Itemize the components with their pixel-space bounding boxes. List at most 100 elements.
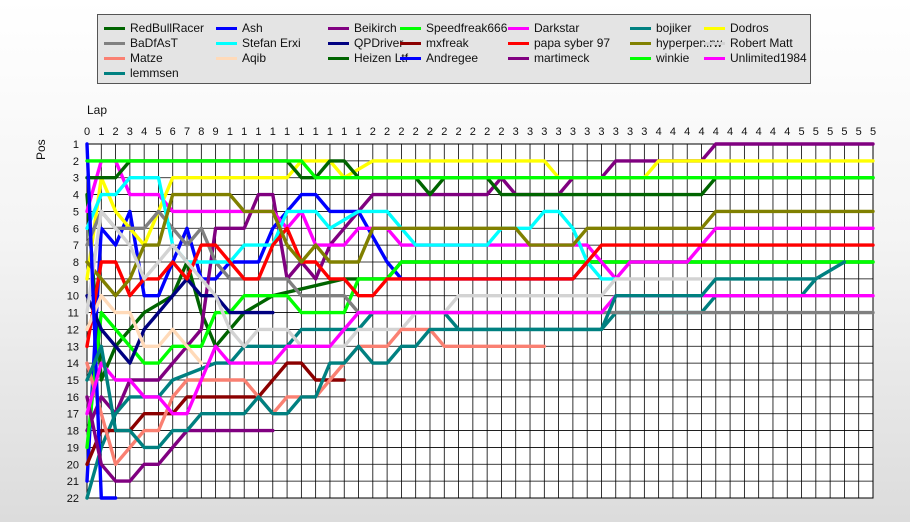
x-tick-label: 5	[841, 126, 847, 138]
x-tick-label: 1	[270, 126, 276, 138]
legend-entry: Robert Matt	[704, 36, 793, 50]
legend-swatch	[704, 26, 725, 30]
legend-label: Ash	[242, 21, 263, 35]
x-tick-label: 6	[170, 126, 176, 138]
series-line-15	[85, 294, 203, 365]
x-tick-label: 5	[827, 126, 833, 138]
legend-label: hyperpen.rw	[656, 36, 723, 50]
x-tick-label: 4	[741, 126, 747, 138]
series-line-11	[85, 226, 875, 348]
x-tick-label: 2	[427, 126, 433, 138]
x-tick-label: 3	[613, 126, 619, 138]
y-axis-label: Pos	[34, 139, 48, 160]
x-tick-label: 2	[398, 126, 404, 138]
x-tick-label: 2	[470, 126, 476, 138]
x-tick-label: 5	[870, 126, 876, 138]
legend-label: bojiker	[656, 21, 692, 35]
x-tick-label: 3	[556, 126, 562, 138]
x-tick-label: 4	[656, 126, 662, 138]
x-tick-label: 1	[227, 126, 233, 138]
x-tick-label: 1	[327, 126, 333, 138]
x-tick-label: 2	[441, 126, 447, 138]
y-tick-label: 11	[68, 308, 79, 320]
legend-label: Heizen Ltf	[354, 51, 409, 65]
legend-entry: Unlimited1984	[704, 51, 807, 65]
x-tick-label: 4	[770, 126, 776, 138]
x-tick-label: 2	[498, 126, 504, 138]
legend-entry: bojiker	[630, 21, 691, 35]
legend-entry: Stefan Erxi	[216, 36, 301, 50]
legend-swatch	[216, 41, 237, 45]
series-lines	[85, 142, 875, 500]
x-tick-label: 4	[698, 126, 704, 138]
legend-label: mxfreak	[426, 36, 469, 50]
legend-swatch	[104, 26, 125, 30]
legend-entry: Ash	[216, 21, 263, 35]
series-line-20	[85, 294, 875, 416]
x-tick-label: 2	[413, 126, 419, 138]
x-tick-label: 9	[213, 126, 219, 138]
y-tick-label: 13	[67, 341, 79, 353]
legend-swatch	[400, 56, 421, 60]
series-line-13	[85, 209, 818, 348]
x-tick-label: 3	[584, 126, 590, 138]
y-tick-label: 18	[67, 426, 79, 438]
y-tick-label: 5	[73, 206, 79, 218]
legend-swatch	[400, 26, 421, 30]
legend-label: Beikirch	[354, 21, 397, 35]
series-line-19	[85, 159, 875, 180]
x-tick-label: 3	[127, 126, 133, 138]
legend-label: RedBullRacer	[130, 21, 205, 35]
legend-label: Robert Matt	[730, 36, 793, 50]
series-line-21	[85, 277, 818, 450]
legend-swatch	[400, 41, 421, 45]
legend-entry: martimeck	[508, 51, 589, 65]
x-tick-label: 3	[527, 126, 533, 138]
legend-entry: papa syber 97	[508, 36, 610, 50]
x-tick-label: 4	[727, 126, 733, 138]
legend-label: Aqib	[242, 51, 267, 65]
legend-entry: Beikirch	[328, 21, 397, 35]
x-tick-label: 4	[141, 126, 147, 138]
legend-entry: Speedfreak666	[400, 21, 507, 35]
y-tick-label: 15	[67, 375, 79, 387]
legend-label: Dodros	[730, 21, 769, 35]
legend-label: Andregee	[426, 51, 479, 65]
legend-label: winkie	[656, 51, 690, 65]
legend-label: lemmsen	[130, 66, 179, 80]
legend-label: Matze	[130, 51, 163, 65]
y-tick-label: 1	[73, 139, 79, 151]
legend-swatch	[328, 56, 349, 60]
legend-entry: Dodros	[704, 21, 769, 35]
legend-entry: Andregee	[400, 51, 478, 65]
y-tick-label: 17	[67, 409, 79, 421]
x-tick-label: 0	[84, 126, 90, 138]
x-tick-label: 4	[756, 126, 762, 138]
y-tick-label: 10	[67, 291, 79, 303]
x-axis-label: Lap	[87, 103, 107, 117]
x-tick-label: 4	[784, 126, 790, 138]
legend-swatch	[328, 26, 349, 30]
x-tick-label: 2	[370, 126, 376, 138]
legend-swatch	[104, 56, 125, 60]
y-tick-label: 19	[67, 442, 79, 454]
x-tick-label: 3	[570, 126, 576, 138]
legend-label: martimeck	[534, 51, 590, 65]
legend-entry: Aqib	[216, 51, 266, 65]
x-tick-label: 1	[255, 126, 261, 138]
x-tick-label: 5	[856, 126, 862, 138]
x-tick-label: 3	[598, 126, 604, 138]
x-tick-label: 1	[341, 126, 347, 138]
chart-legend: RedBullRacer Ash Beikirch Speedfreak666 Dark…	[97, 14, 811, 84]
series-line-12	[85, 192, 875, 298]
legend-entry: BaDfAsT	[104, 36, 178, 50]
legend-swatch	[630, 26, 651, 30]
x-tick-label: 1	[355, 126, 361, 138]
y-tick-label: 8	[73, 257, 79, 269]
legend-label: QPDriver	[354, 36, 404, 50]
x-tick-label: 2	[113, 126, 119, 138]
legend-entry: mxfreak	[400, 36, 469, 50]
legend-entry: Heizen Ltf	[328, 51, 408, 65]
series-line-17	[85, 142, 118, 500]
